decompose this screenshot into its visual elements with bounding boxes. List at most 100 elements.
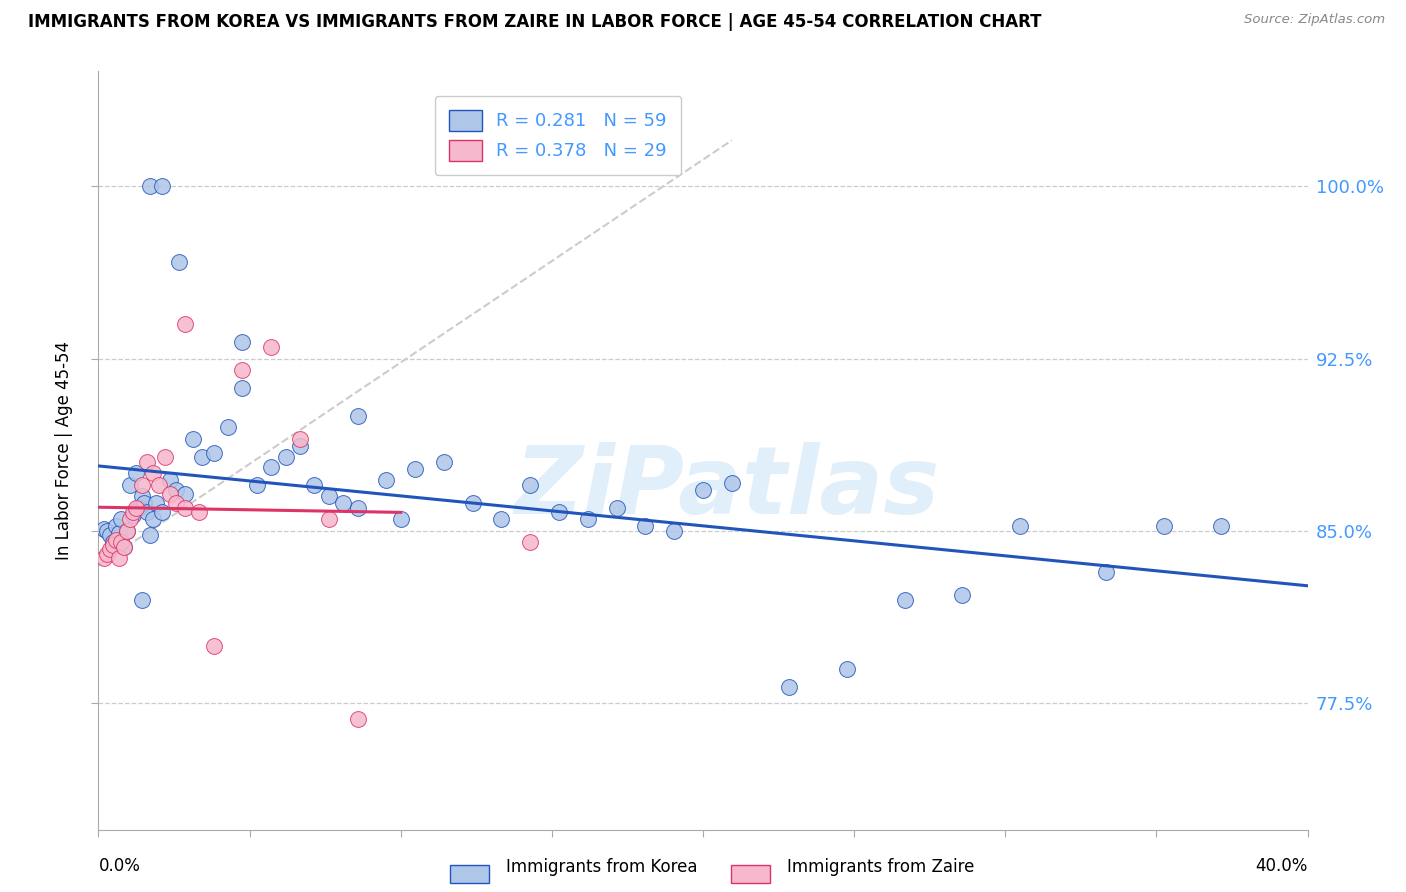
Point bbox=[139, 179, 162, 194]
Point bbox=[191, 450, 214, 465]
Point bbox=[167, 255, 190, 269]
Point bbox=[115, 524, 138, 538]
Point bbox=[1008, 519, 1031, 533]
Point bbox=[519, 478, 541, 492]
Point bbox=[183, 432, 205, 446]
Point bbox=[231, 363, 253, 377]
Text: Source: ZipAtlas.com: Source: ZipAtlas.com bbox=[1244, 13, 1385, 27]
Point bbox=[260, 459, 283, 474]
Point bbox=[318, 490, 340, 504]
Point bbox=[173, 317, 195, 331]
Point bbox=[101, 538, 124, 552]
Point bbox=[893, 592, 915, 607]
Text: ZiPatlas: ZiPatlas bbox=[515, 442, 939, 534]
Point bbox=[246, 478, 269, 492]
Text: Immigrants from Korea: Immigrants from Korea bbox=[506, 858, 697, 876]
Point bbox=[112, 540, 135, 554]
Text: 0.0%: 0.0% bbox=[98, 857, 141, 875]
Point bbox=[389, 512, 412, 526]
Point bbox=[125, 467, 148, 481]
Point bbox=[101, 535, 124, 549]
Legend: R = 0.281   N = 59, R = 0.378   N = 29: R = 0.281 N = 59, R = 0.378 N = 29 bbox=[434, 95, 681, 175]
Point bbox=[131, 478, 153, 492]
Point bbox=[231, 381, 253, 395]
Point bbox=[491, 512, 513, 526]
Point bbox=[664, 524, 686, 538]
Point bbox=[173, 500, 195, 515]
Point bbox=[125, 500, 148, 515]
Point bbox=[231, 335, 253, 350]
Point bbox=[346, 712, 368, 726]
Point bbox=[98, 542, 121, 557]
Point bbox=[188, 506, 211, 520]
Point bbox=[142, 512, 165, 526]
Y-axis label: In Labor Force | Age 45-54: In Labor Force | Age 45-54 bbox=[55, 341, 73, 560]
Point bbox=[318, 512, 340, 526]
Point bbox=[950, 588, 973, 602]
Point bbox=[720, 475, 742, 490]
Point bbox=[96, 524, 118, 538]
Point bbox=[548, 506, 571, 520]
Point bbox=[142, 467, 165, 481]
Point bbox=[835, 662, 858, 676]
Point bbox=[136, 506, 159, 520]
Point bbox=[110, 535, 132, 549]
Point bbox=[173, 487, 195, 501]
Point bbox=[778, 680, 800, 694]
Point bbox=[202, 639, 225, 653]
Point bbox=[461, 496, 484, 510]
Point bbox=[433, 455, 456, 469]
Point bbox=[634, 519, 657, 533]
Point bbox=[134, 496, 156, 510]
Point bbox=[692, 483, 714, 497]
Point bbox=[145, 496, 167, 510]
Point bbox=[304, 478, 326, 492]
Point bbox=[112, 540, 135, 554]
Point bbox=[120, 512, 142, 526]
Point bbox=[159, 473, 181, 487]
Point bbox=[131, 490, 153, 504]
Point bbox=[519, 535, 541, 549]
Point bbox=[332, 496, 354, 510]
Text: IMMIGRANTS FROM KOREA VS IMMIGRANTS FROM ZAIRE IN LABOR FORCE | AGE 45-54 CORREL: IMMIGRANTS FROM KOREA VS IMMIGRANTS FROM… bbox=[28, 13, 1042, 31]
Point bbox=[1153, 519, 1175, 533]
Point bbox=[104, 519, 127, 533]
Point bbox=[107, 551, 129, 566]
Point bbox=[98, 528, 121, 542]
Point bbox=[1095, 566, 1118, 580]
Point bbox=[115, 524, 138, 538]
Point bbox=[606, 500, 628, 515]
Point bbox=[104, 533, 127, 547]
Point bbox=[107, 526, 129, 541]
Point bbox=[150, 506, 173, 520]
Point bbox=[93, 522, 115, 536]
Point bbox=[202, 446, 225, 460]
Point bbox=[346, 409, 368, 423]
Point bbox=[96, 547, 118, 561]
Point bbox=[288, 439, 311, 453]
Point bbox=[93, 551, 115, 566]
Point bbox=[128, 500, 150, 515]
Point bbox=[165, 483, 187, 497]
Point bbox=[217, 420, 239, 434]
Point bbox=[165, 496, 187, 510]
Point bbox=[274, 450, 297, 465]
Point bbox=[122, 508, 145, 522]
Point bbox=[1211, 519, 1233, 533]
Point bbox=[346, 500, 368, 515]
Point bbox=[120, 478, 142, 492]
Point bbox=[153, 450, 176, 465]
Point bbox=[375, 473, 398, 487]
Point bbox=[110, 512, 132, 526]
Point bbox=[260, 340, 283, 354]
Point bbox=[122, 506, 145, 520]
Point bbox=[404, 462, 426, 476]
Point bbox=[576, 512, 599, 526]
Point bbox=[159, 487, 181, 501]
Text: 40.0%: 40.0% bbox=[1256, 857, 1308, 875]
Point bbox=[288, 432, 311, 446]
Point bbox=[136, 455, 159, 469]
Point bbox=[131, 592, 153, 607]
Point bbox=[150, 179, 173, 194]
Text: Immigrants from Zaire: Immigrants from Zaire bbox=[787, 858, 974, 876]
